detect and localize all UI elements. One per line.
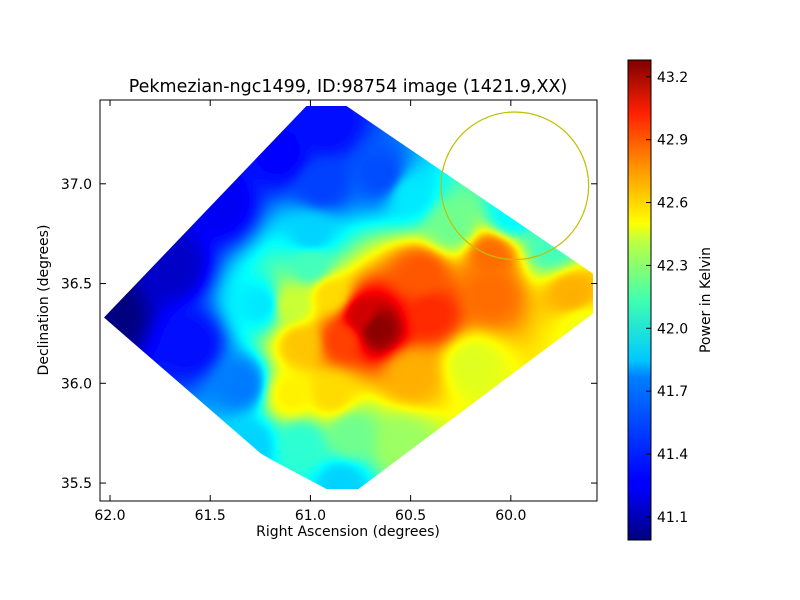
x-tick-label: 60.0 (495, 508, 526, 524)
colorbar-label: Power in Kelvin (698, 247, 714, 353)
x-tick-label: 61.5 (195, 508, 226, 524)
y-tick-label: 36.5 (61, 277, 92, 293)
colorbar-tick-label: 43.2 (657, 70, 688, 86)
x-tick-label: 60.5 (395, 508, 426, 524)
y-tick-label: 35.5 (61, 476, 92, 492)
x-tick-label: 61.0 (295, 508, 326, 524)
colorbar-tick-label: 42.0 (657, 321, 688, 337)
colorbar-tick-label: 41.4 (657, 447, 688, 463)
y-tick-label: 37.0 (61, 177, 92, 193)
x-axis: 62.0 61.5 61.0 60.5 60.0 (94, 100, 526, 524)
colorbar (627, 59, 652, 541)
colorbar-tick-label: 41.1 (657, 510, 688, 526)
x-axis-label: Right Ascension (degrees) (256, 524, 440, 540)
colorbar-tick-label: 41.7 (657, 384, 688, 400)
colorbar-tick-label: 42.3 (657, 258, 688, 274)
y-axis-label: Declination (degrees) (36, 225, 52, 376)
y-axis: 35.5 36.0 36.5 37.0 (61, 177, 597, 492)
plot-frame (99, 99, 598, 502)
heatmap-image (104, 106, 593, 489)
chart-title: Pekmezian-ngc1499, ID:98754 image (1421.… (129, 77, 568, 97)
colorbar-tick-label: 42.6 (657, 196, 688, 212)
y-tick-label: 36.0 (61, 376, 92, 392)
beam-circle (440, 111, 590, 261)
colorbar-tick-label: 42.9 (657, 133, 688, 149)
colorbar-axis: 41.1 41.4 41.7 42.0 42.3 42.6 42.9 43.2 (646, 70, 688, 526)
x-tick-label: 62.0 (94, 508, 125, 524)
